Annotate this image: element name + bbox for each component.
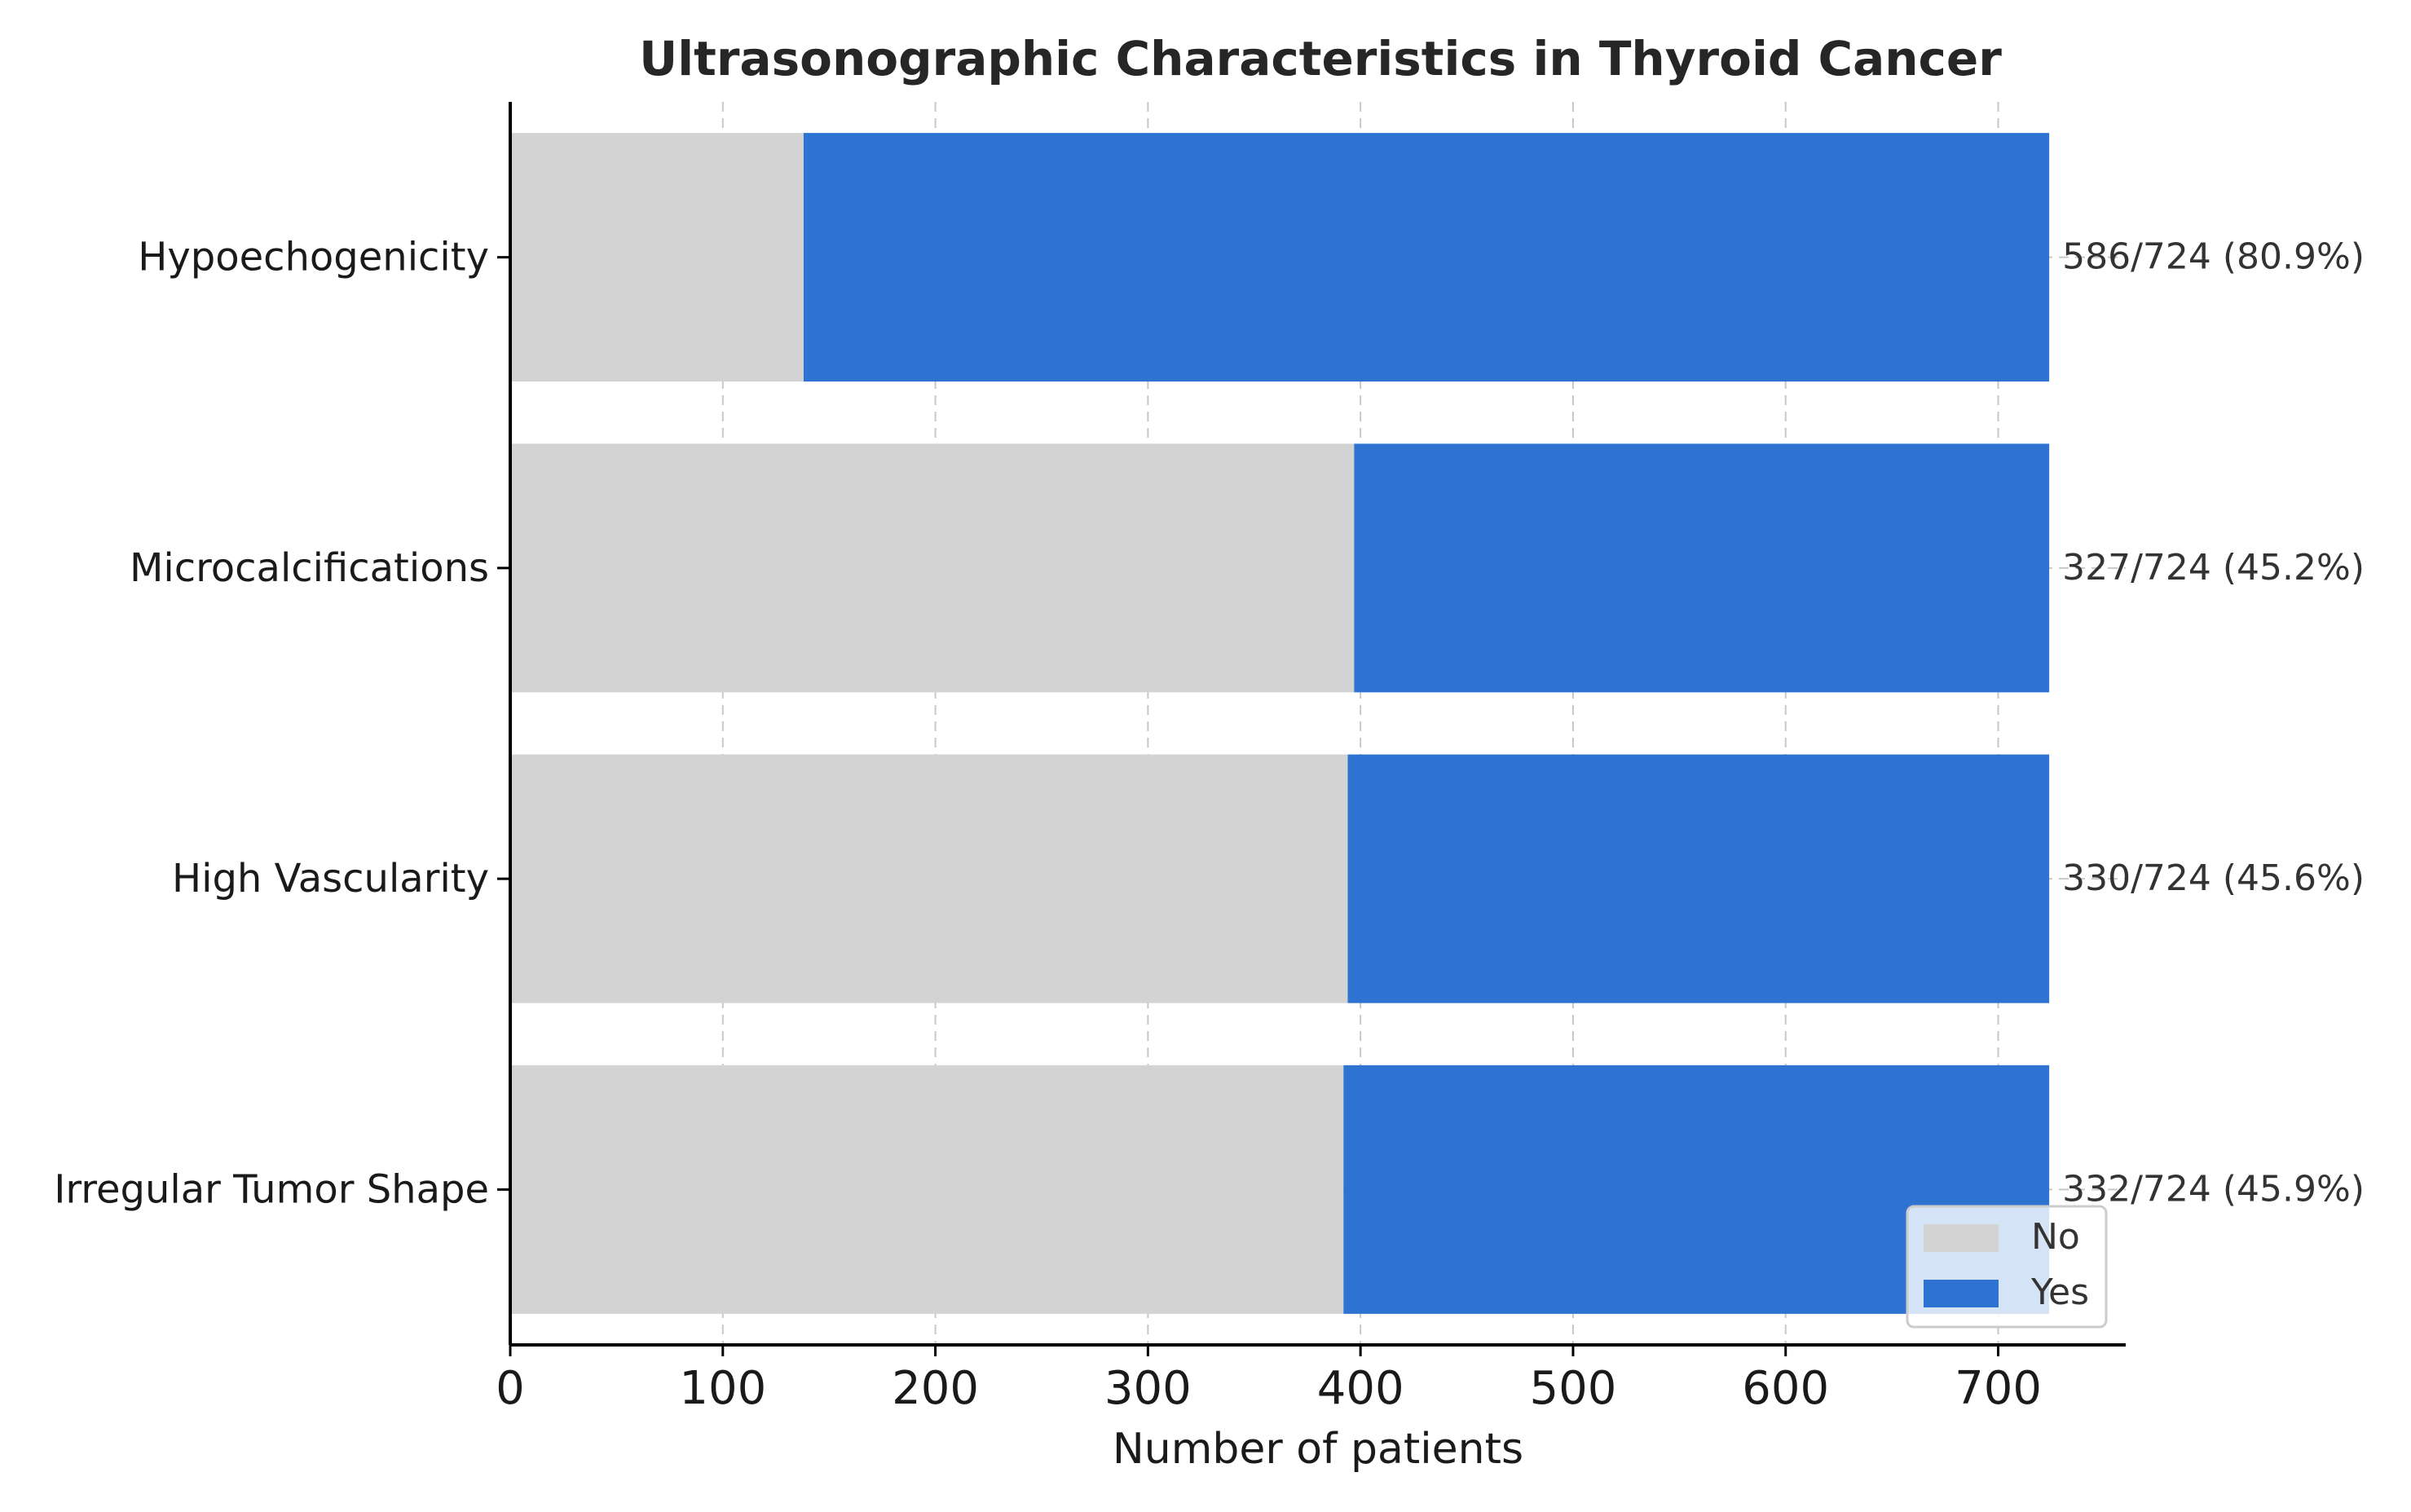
ticks-layer xyxy=(497,256,2000,1356)
data-label-4: 332/724 (45.9%) xyxy=(2062,1168,2365,1210)
bars-layer xyxy=(510,133,2050,1314)
x-tick-label-4: 300 xyxy=(1104,1362,1192,1415)
labels-layer: Hypoechogenicity 586/724 (80.9%) Microcalc… xyxy=(54,235,2365,1415)
category-label-3: High Vascularity xyxy=(172,856,489,901)
bar-yes-2 xyxy=(1354,443,2050,693)
bar-no-1 xyxy=(510,133,804,382)
data-label-3: 330/724 (45.6%) xyxy=(2062,857,2365,899)
x-tick-label-2: 100 xyxy=(679,1362,766,1415)
legend-swatch-no xyxy=(1924,1224,1999,1252)
x-tick-label-7: 600 xyxy=(1742,1362,1829,1415)
axes-layer xyxy=(509,102,2126,1347)
chart-title: Ultrasonographic Characteristics in Thyr… xyxy=(639,31,2002,86)
data-label-2: 327/724 (45.2%) xyxy=(2062,547,2365,588)
x-tick-label-3: 200 xyxy=(892,1362,979,1415)
x-tick-label-6: 500 xyxy=(1530,1362,1617,1415)
category-label-1: Hypoechogenicity xyxy=(138,235,489,280)
bar-yes-3 xyxy=(1347,754,2050,1003)
legend-swatch-yes xyxy=(1924,1280,1999,1307)
x-axis-title: Number of patients xyxy=(1113,1425,1523,1474)
category-label-2: Microcalcifications xyxy=(130,545,489,591)
x-tick-label-1: 0 xyxy=(496,1362,525,1415)
legend-label-no: No xyxy=(2031,1216,2080,1258)
legend: No Yes xyxy=(1906,1205,2108,1329)
bar-yes-1 xyxy=(803,133,2050,382)
category-label-4: Irregular Tumor Shape xyxy=(54,1166,489,1212)
bar-no-2 xyxy=(510,443,1355,693)
data-label-1: 586/724 (80.9%) xyxy=(2062,236,2365,278)
legend-label-yes: Yes xyxy=(2030,1272,2089,1313)
bar-no-3 xyxy=(510,754,1348,1003)
bar-no-4 xyxy=(510,1065,1344,1314)
x-tick-label-5: 400 xyxy=(1317,1362,1404,1415)
x-tick-label-8: 700 xyxy=(1955,1362,2042,1415)
